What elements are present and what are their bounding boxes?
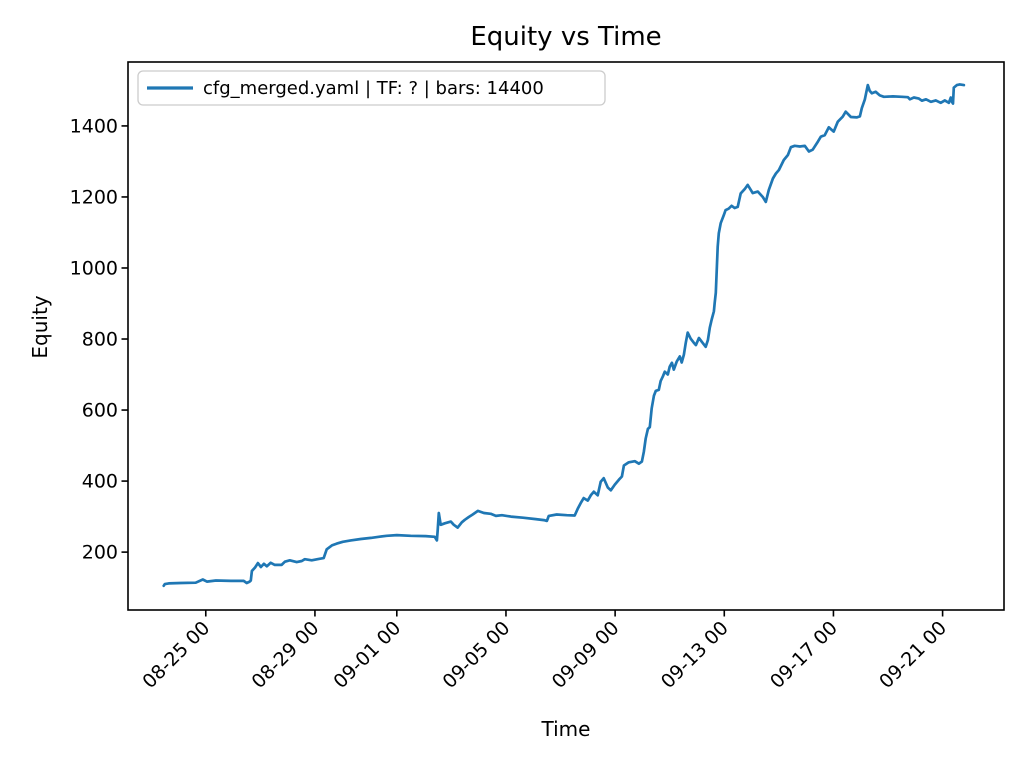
y-tick-label: 400 bbox=[82, 471, 118, 493]
x-tick-label: 09-01 00 bbox=[329, 617, 405, 693]
y-tick-label: 600 bbox=[82, 400, 118, 422]
x-tick-label: 09-17 00 bbox=[766, 617, 842, 693]
x-axis: 08-25 00 08-29 00 09-01 00 09-05 00 09-09 00… bbox=[138, 610, 951, 693]
x-axis-label: Time bbox=[541, 717, 591, 741]
y-tick-label: 1400 bbox=[70, 115, 118, 137]
x-tick-label: 08-29 00 bbox=[248, 617, 324, 693]
y-tick-label: 800 bbox=[82, 329, 118, 351]
x-tick-label: 08-25 00 bbox=[138, 617, 214, 693]
x-tick-label: 09-21 00 bbox=[875, 617, 951, 693]
x-tick-label: 09-09 00 bbox=[548, 617, 624, 693]
y-axis-label: Equity bbox=[28, 295, 52, 358]
y-tick-label: 1200 bbox=[70, 186, 118, 208]
legend: cfg_merged.yaml | TF: ? | bars: 14400 bbox=[137, 70, 606, 106]
chart-title: Equity vs Time bbox=[470, 22, 661, 52]
plot-area bbox=[127, 61, 1005, 611]
x-tick-label: 09-13 00 bbox=[657, 617, 733, 693]
y-tick-label: 1000 bbox=[70, 257, 118, 279]
legend-entry-label: cfg_merged.yaml | TF: ? | bars: 14400 bbox=[203, 78, 544, 99]
y-axis: 200 400 600 800 1000 1200 1400 bbox=[70, 115, 128, 564]
equity-line-series bbox=[162, 83, 966, 588]
y-tick-label: 200 bbox=[82, 542, 118, 564]
legend-box bbox=[137, 70, 606, 106]
x-tick-label: 09-05 00 bbox=[439, 617, 515, 693]
